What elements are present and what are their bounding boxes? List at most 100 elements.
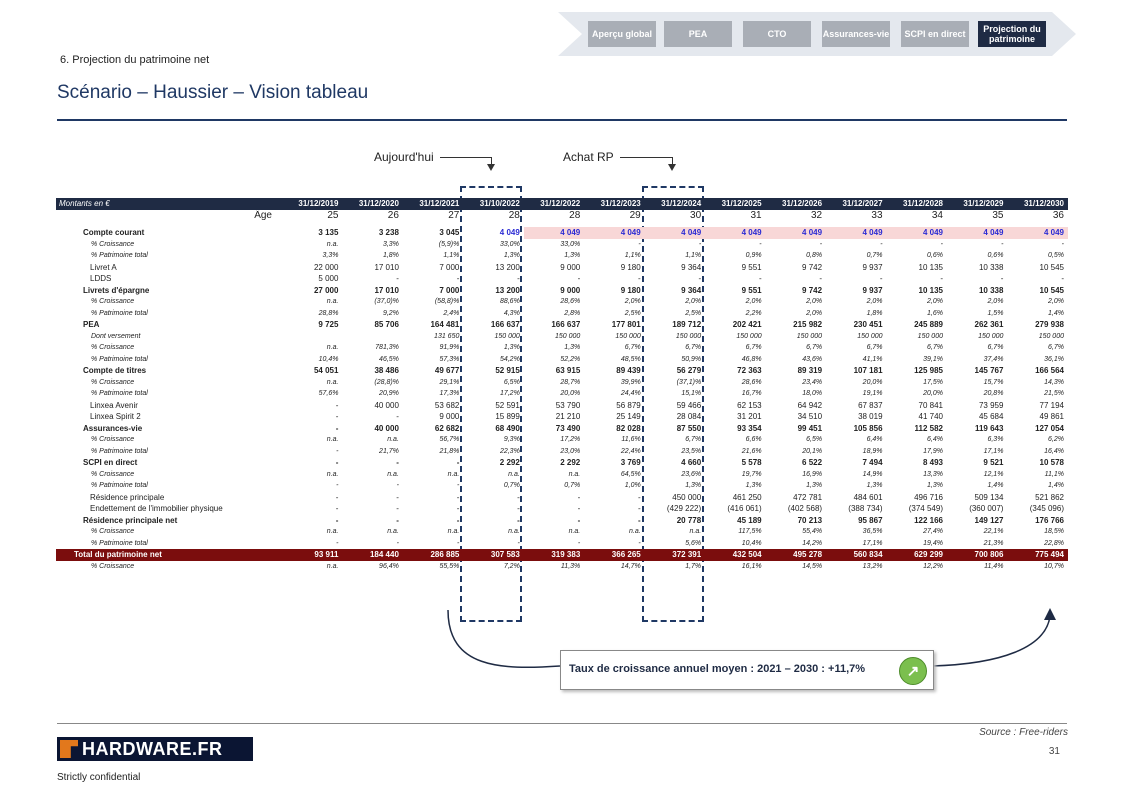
- row-value: -: [457, 539, 460, 547]
- row-value: 7,2%: [503, 562, 520, 570]
- row-value: (429 222): [666, 504, 702, 513]
- table-row: LDDS 5 000 - - - - - - - - - - - -: [56, 273, 1068, 285]
- row-value: 48,5%: [620, 355, 641, 363]
- nav-scpi[interactable]: SCPI en direct: [901, 21, 969, 47]
- header-label: Montants en €: [56, 198, 282, 210]
- row-value: 4 049: [523, 227, 585, 239]
- row-value: 2,8%: [564, 309, 581, 317]
- row-value: 122 166: [914, 515, 943, 525]
- row-value: 43,6%: [802, 355, 823, 363]
- row-value: 166 637: [490, 320, 520, 329]
- age-value: 30: [690, 209, 702, 221]
- table-row: Compte de titres 54 051 38 486 49 677 52 915…: [56, 365, 1068, 377]
- highlight-today-column: [460, 186, 522, 622]
- row-value: 0,6%: [987, 252, 1004, 259]
- table-row: Linxea Avenir - 40 000 53 682 52 591 53 790 56…: [56, 400, 1068, 412]
- row-label: % Croissance: [91, 240, 135, 248]
- annotation-today-drop: [491, 157, 492, 167]
- nav-projection[interactable]: Projection du patrimoine: [978, 21, 1046, 47]
- row-value: 2,0%: [927, 298, 943, 305]
- row-value: n.a.: [387, 470, 399, 478]
- age-value: 36: [1052, 209, 1064, 221]
- header-date: 31/12/2021: [402, 198, 464, 210]
- row-value: 93 354: [737, 423, 762, 433]
- row-value: 150 000: [857, 332, 883, 340]
- row-value: 16,4%: [1044, 447, 1064, 455]
- row-label: % Patrimoine total: [91, 252, 148, 259]
- row-value: 1,4%: [987, 482, 1004, 489]
- row-value: (37,1)%: [676, 378, 702, 386]
- row-label: SCPI en direct: [83, 458, 138, 467]
- logo-mark: [60, 740, 78, 758]
- row-value: 73 959: [978, 400, 1004, 410]
- age-value: 26: [387, 209, 399, 221]
- row-value: 150 000: [675, 332, 702, 340]
- row-value: 4 049: [886, 227, 947, 239]
- row-label: Dont versement: [91, 332, 141, 340]
- row-value: 10,4%: [741, 539, 762, 547]
- row-value: 11,6%: [621, 436, 641, 443]
- row-value: 36,1%: [1044, 355, 1064, 363]
- row-value: 22 000: [313, 262, 339, 272]
- row-value: 38 486: [374, 366, 399, 375]
- row-value: 54 051: [313, 366, 339, 375]
- row-label: Résidence principale: [90, 492, 165, 502]
- row-value: 6,7%: [685, 344, 702, 351]
- row-value: 10 338: [978, 285, 1004, 295]
- row-value: 1,4%: [1048, 309, 1064, 317]
- row-value: 28,6%: [560, 298, 581, 305]
- table-row: % Patrimoine total 10,4% 46,5% 57,3% 54,2% 52…: [56, 354, 1068, 366]
- row-value: 6,6%: [745, 436, 762, 443]
- row-value: -: [335, 412, 339, 421]
- nav-apercu-global[interactable]: Aperçu global: [588, 21, 656, 47]
- row-value: 2,5%: [624, 309, 641, 317]
- row-value: 15 899: [495, 412, 520, 421]
- header-date: 31/12/2029: [946, 198, 1008, 210]
- row-value: 319 383: [523, 549, 585, 561]
- row-value: 89 439: [616, 366, 641, 375]
- row-value: 4 049: [705, 227, 766, 239]
- row-value: 150 000: [796, 332, 823, 340]
- row-value: 150 000: [494, 332, 520, 340]
- row-value: 25 149: [616, 412, 641, 421]
- row-value: n.a.: [629, 528, 641, 535]
- row-value: 21,5%: [1044, 390, 1064, 397]
- row-label: Total du patrimoine net: [56, 549, 282, 561]
- row-value: -: [456, 274, 460, 283]
- row-value: 82 028: [616, 423, 641, 433]
- row-value: n.a.: [326, 436, 339, 443]
- row-value: 59 466: [676, 400, 702, 410]
- row-value: 2,4%: [443, 309, 460, 317]
- row-value: 9 551: [741, 262, 762, 272]
- row-label: Linxea Spirit 2: [90, 412, 141, 421]
- row-label: LDDS: [90, 274, 112, 283]
- row-value: 99 451: [797, 423, 823, 433]
- row-value: 7 000: [439, 262, 460, 272]
- header-date: 31/12/2025: [705, 198, 766, 210]
- row-value: 0,7%: [503, 482, 520, 489]
- row-value: -: [577, 492, 581, 502]
- row-value: -: [577, 504, 581, 513]
- row-value: -: [698, 240, 702, 248]
- row-value: 23,0%: [560, 447, 581, 455]
- row-value: 700 806: [946, 549, 1008, 561]
- row-value: 55,4%: [802, 528, 823, 535]
- nav-cto[interactable]: CTO: [743, 21, 811, 47]
- row-value: 54,2%: [499, 355, 520, 363]
- row-label: % Patrimoine total: [91, 482, 148, 489]
- row-value: 10,7%: [1044, 562, 1064, 570]
- row-value: 9 364: [681, 262, 702, 272]
- row-label: % Croissance: [91, 470, 135, 478]
- row-value: 13,3%: [923, 470, 943, 478]
- nav-pea[interactable]: PEA: [664, 21, 732, 47]
- row-value: 0,6%: [927, 252, 943, 259]
- row-value: 1,5%: [987, 309, 1004, 317]
- row-value: 9 000: [560, 262, 581, 272]
- row-value: 77 194: [1039, 400, 1064, 410]
- row-label: Linxea Avenir: [90, 400, 138, 410]
- row-label: % Croissance: [91, 344, 135, 351]
- row-value: 40 000: [374, 400, 399, 410]
- header-date: 31/12/2020: [342, 198, 403, 210]
- nav-assurances-vie[interactable]: Assurances-vie: [822, 21, 890, 47]
- page-title: Scénario – Haussier – Vision tableau: [57, 82, 369, 103]
